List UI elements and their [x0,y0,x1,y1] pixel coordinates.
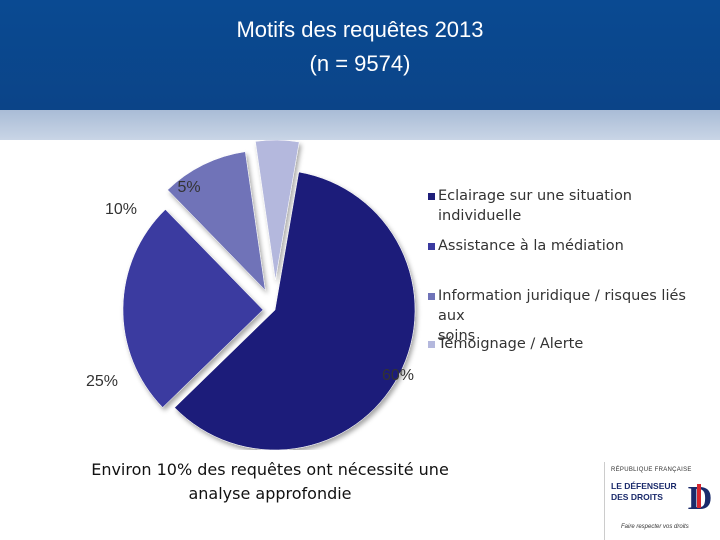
pie-label-1: 60% [382,367,414,384]
caption-line-2: analyse approfondie [188,484,352,503]
pie-chart: 60% 25% 10% 5% [86,140,416,450]
legend-swatch-1 [428,193,435,200]
logo-republique: RÉPUBLIQUE FRANÇAISE [611,467,692,473]
legend-item-3: Information juridique / risques liés aux… [428,286,708,346]
legend-label-1-line-1: Eclairage sur une situation individuelle [438,188,633,224]
logo-tagline: Faire respecter vos droits [621,524,689,530]
logo-name-line-1: LE DÉFENSEUR [611,481,677,491]
legend-label-3-line-2: soins [438,328,476,344]
legend-label-2-line-1: Assistance à la médiation [438,238,624,254]
legend-item-2: Assistance à la médiation [428,236,708,256]
caption-text: Environ 10% des requêtes ont nécessité u… [80,458,460,506]
header-band [0,110,720,140]
legend-swatch-4 [428,341,435,348]
pie-label-2: 25% [86,373,118,390]
defenseur-des-droits-logo: RÉPUBLIQUE FRANÇAISE LE DÉFENSEUR DES DR… [604,462,720,540]
pie-slice-4 [255,140,300,281]
legend-label-3-line-1: Information juridique / risques liés aux [438,288,686,324]
logo-name-line-2: DES DROITS [611,492,663,502]
legend-swatch-2 [428,243,435,250]
chart-title: Motifs des requêtes 2013 [236,17,484,42]
pie-slice-1 [174,171,416,450]
legend-label-4-line-1: Témoignage / Alerte [438,336,584,352]
pie-slice-2 [122,209,264,408]
legend-swatch-3 [428,293,435,300]
header-bar [0,0,720,110]
logo-d-mark-icon: D [683,478,717,514]
legend-item-4: Témoignage / Alerte [428,334,708,354]
pie-slice-3 [167,151,266,291]
legend-item-1: Eclairage sur une situation individuelle [428,186,708,226]
chart-subtitle: (n = 9574) [309,51,411,76]
pie-label-4: 5% [177,179,200,196]
caption-line-1: Environ 10% des requêtes ont nécessité u… [91,460,449,479]
pie-label-3: 10% [105,201,137,218]
